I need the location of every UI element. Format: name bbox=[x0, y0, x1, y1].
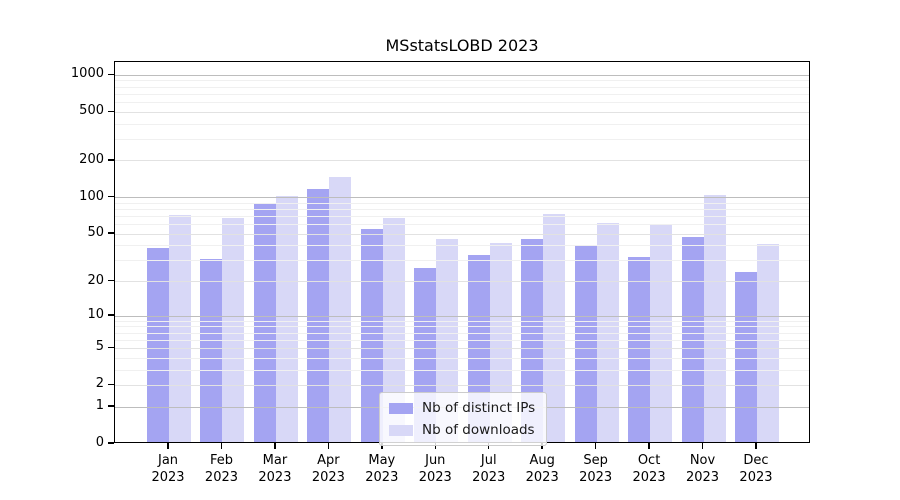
legend-swatch-distinct-ips bbox=[389, 402, 413, 414]
y-tick-label: 10 bbox=[87, 307, 104, 323]
bar-distinct-ips-may bbox=[360, 229, 383, 442]
bar-downloads-feb bbox=[222, 217, 245, 442]
x-tick-label-mar: Mar 2023 bbox=[258, 453, 292, 485]
x-tick-mark bbox=[488, 443, 490, 449]
y-tick-mark bbox=[108, 196, 114, 198]
plot-area: Nb of distinct IPs Nb of downloads bbox=[114, 61, 810, 446]
y-tick-label: 0 bbox=[95, 435, 104, 450]
y-tick-mark bbox=[108, 159, 114, 161]
bar-downloads-oct bbox=[650, 223, 673, 442]
bar-downloads-jan bbox=[169, 214, 192, 442]
x-tick-label-feb: Feb 2023 bbox=[204, 453, 239, 485]
y-tick-label: 500 bbox=[79, 103, 104, 119]
legend-row-downloads: Nb of downloads bbox=[389, 422, 535, 438]
y-tick-mark bbox=[108, 383, 114, 386]
y-tick-mark bbox=[108, 110, 114, 112]
y-tick-mark bbox=[108, 346, 114, 349]
y-tick-label: 2 bbox=[95, 376, 104, 392]
x-tick-mark bbox=[220, 443, 223, 449]
y-tick-label: 1 bbox=[95, 398, 104, 413]
x-tick-mark bbox=[755, 443, 757, 449]
bar-downloads-nov bbox=[703, 195, 726, 442]
bars-layer bbox=[115, 62, 809, 442]
x-tick-mark bbox=[381, 443, 383, 449]
y-tick-label: 100 bbox=[79, 188, 104, 204]
bar-distinct-ips-feb bbox=[200, 258, 223, 442]
x-tick-mark bbox=[648, 443, 650, 449]
x-axis: Jan 2023 Feb 2023 Mar 2023 Apr 2023 May 2023 Jun 20… bbox=[114, 443, 810, 500]
y-tick-mark bbox=[108, 314, 114, 316]
legend: Nb of distinct IPs Nb of downloads bbox=[379, 392, 548, 446]
legend-row-distinct-ips: Nb of distinct IPs bbox=[389, 400, 535, 416]
x-tick-label-nov: Nov 2023 bbox=[685, 453, 720, 485]
x-tick-label-apr: Apr 2023 bbox=[311, 453, 345, 485]
bar-distinct-ips-oct bbox=[628, 257, 651, 442]
legend-label-distinct-ips: Nb of distinct IPs bbox=[422, 400, 536, 416]
legend-label-downloads: Nb of downloads bbox=[422, 422, 535, 438]
y-axis: 0 1 2 5 10 20 50 100 200 500 1000 bbox=[0, 61, 114, 450]
x-tick-mark bbox=[541, 443, 543, 449]
y-tick-mark bbox=[108, 405, 114, 407]
x-tick-mark bbox=[167, 443, 169, 449]
bar-downloads-may bbox=[382, 218, 405, 442]
chart-title: MSstatsLOBD 2023 bbox=[385, 36, 539, 55]
bar-distinct-ips-apr bbox=[307, 189, 330, 442]
x-tick-label-oct: Oct 2023 bbox=[632, 453, 666, 485]
x-tick-label-jan: Jan 2023 bbox=[151, 453, 185, 485]
x-tick-label-dec: Dec 2023 bbox=[739, 453, 773, 485]
x-tick-label-aug: Aug 2023 bbox=[525, 453, 559, 485]
y-tick-label: 5 bbox=[95, 339, 104, 355]
x-tick-mark bbox=[327, 443, 330, 449]
x-tick-mark bbox=[274, 443, 276, 449]
bar-downloads-dec bbox=[756, 243, 779, 442]
x-tick-label-may: May 2023 bbox=[365, 453, 399, 485]
y-tick-mark bbox=[108, 73, 114, 76]
y-tick-label: 1000 bbox=[70, 66, 104, 82]
y-tick-mark bbox=[108, 232, 114, 234]
bar-distinct-ips-jan bbox=[147, 247, 170, 442]
bar-downloads-apr bbox=[329, 177, 352, 442]
y-tick-label: 200 bbox=[79, 151, 104, 167]
x-tick-label-sep: Sep 2023 bbox=[579, 453, 613, 485]
y-tick-label: 50 bbox=[87, 225, 104, 241]
bar-downloads-mar bbox=[275, 195, 298, 442]
bar-distinct-ips-mar bbox=[253, 203, 276, 442]
legend-swatch-downloads bbox=[389, 424, 413, 436]
y-tick-label: 20 bbox=[87, 272, 104, 288]
x-tick-label-jun: Jun 2023 bbox=[418, 453, 452, 485]
bar-distinct-ips-nov bbox=[681, 236, 704, 442]
x-tick-mark bbox=[594, 443, 597, 449]
bar-distinct-ips-sep bbox=[574, 245, 597, 442]
y-tick-mark bbox=[108, 442, 114, 444]
x-tick-mark bbox=[701, 443, 704, 449]
x-tick-mark bbox=[434, 443, 436, 449]
y-tick-mark bbox=[108, 279, 114, 282]
bar-distinct-ips-dec bbox=[734, 272, 757, 442]
bar-downloads-sep bbox=[596, 222, 619, 442]
x-tick-label-jul: Jul 2023 bbox=[472, 453, 506, 485]
